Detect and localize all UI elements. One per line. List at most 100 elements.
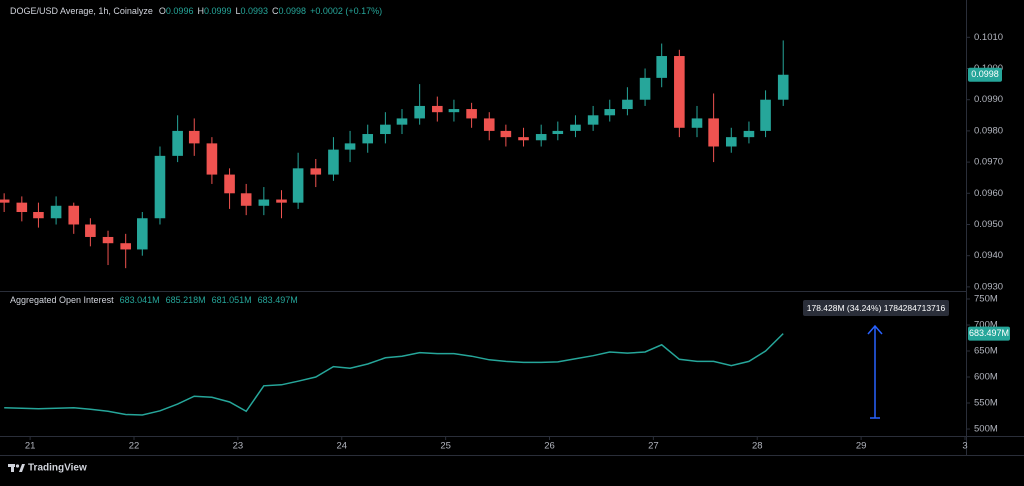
oi-header: Aggregated Open Interest 683.041M 685.218M… [10,295,298,305]
y-tick-label: 0.1010 [974,32,1003,43]
oi-title: Aggregated Open Interest [10,295,114,305]
ohlc-key: C [272,6,279,16]
price-tag-bg [968,67,1002,82]
y2-tick-label: 650M [974,346,998,357]
x-tick-label: 23 [233,441,244,452]
candle-body [292,168,304,203]
candle-body [68,205,80,225]
ohlc-key: L [235,6,240,16]
y2-tick-label: 500M [974,424,998,435]
y-tick-label: 0.0970 [974,157,1003,168]
ohlc-value: 0.0993 [241,6,269,16]
oi-legend-value: 685.218M [166,295,206,305]
candle-body [500,130,512,138]
x-tick-label: 25 [440,441,451,452]
ohlc-value: 0.0996 [166,6,194,16]
y2-tick-label: 700M [974,320,998,331]
candle-body [587,115,599,125]
candle-body [206,143,218,175]
candle-body [743,130,755,138]
candle-body [656,56,667,78]
ohlc-key: O [159,6,166,16]
x-tick-label: 21 [25,441,36,452]
y-tick-label: 0.0990 [974,94,1003,105]
candle-body [102,236,114,244]
y-tick-label: 0.0940 [974,250,1003,261]
candle-body [0,199,10,203]
candle-body [691,118,703,128]
candle-body [708,118,719,147]
candle-body [483,118,495,131]
candle-body [552,130,564,135]
candle-body [240,193,252,206]
oi-legend-value: 681.051M [212,295,252,305]
candle-body [622,99,633,110]
candle-body [535,134,547,141]
oi-legend-value: 683.041M [120,295,160,305]
candle-body [328,149,339,175]
candle-body [154,155,166,219]
candle-body [396,118,408,125]
candle-body [777,74,789,100]
y-tick-label: 0.0930 [974,281,1003,292]
price-tag: 0.0998 [971,69,999,79]
brand-logo [8,464,25,472]
candle-body [224,174,235,194]
oi-line [4,333,784,416]
x-tick-label: 22 [129,441,140,452]
candle-body [258,199,270,206]
candle-body [85,224,96,237]
y2-tick-label: 600M [974,372,998,383]
candle-body [362,134,374,144]
candle-body [50,205,62,219]
candle-body [137,218,148,250]
candle-body [33,212,44,219]
measure-arrow [867,324,883,419]
y2-tick-label: 550M [974,398,998,409]
x-tick-label: 27 [648,441,659,452]
y-tick-label: 0.0950 [974,219,1003,230]
measure-box [803,300,949,316]
chart-title: DOGE/USD Average, 1h, Coinalyze [10,6,153,16]
candle-body [172,130,183,156]
candle-body [188,130,200,144]
candle-body [432,105,443,113]
x-tick-label: 24 [336,441,347,452]
oi-tag-bg [968,326,1010,341]
x-tick-label: 28 [752,441,763,452]
candle-body [414,105,425,119]
ohlc-value: 0.0998 [279,6,307,16]
candle-body [604,109,616,116]
candle-body [518,137,529,141]
candle-body [639,77,651,100]
x-tick-label: 29 [856,441,867,452]
candle-body [344,143,356,150]
candle-body [310,168,322,175]
y2-tick-label: 750M [974,293,998,304]
brand-name: TradingView [28,463,87,474]
candle-body [725,137,737,147]
candle-body [760,99,771,131]
price-change: +0.0002 (+0.17%) [310,6,382,16]
candle-body [380,124,391,135]
candle-body [16,202,28,213]
candle-body [466,109,477,119]
x-tick-label: 26 [544,441,555,452]
oi-tag: 683.497M [969,328,1009,338]
chart-header: DOGE/USD Average, 1h, Coinalyze O0.0996 H0… [10,6,382,16]
candle-body [570,124,581,131]
y-tick-label: 0.0980 [974,125,1003,136]
candle-body [120,243,131,250]
ohlc-value: 0.0999 [204,6,232,16]
measure-label: 178.428M (34.24%) 1784284713716 [807,303,946,313]
oi-legend-value: 683.497M [258,295,298,305]
candle-body [674,56,685,128]
ohlc-key: H [197,6,204,16]
x-tick-label: 3 [962,441,967,452]
y-tick-label: 0.0960 [974,188,1003,199]
candle-body [448,109,460,113]
candle-body [276,199,287,203]
